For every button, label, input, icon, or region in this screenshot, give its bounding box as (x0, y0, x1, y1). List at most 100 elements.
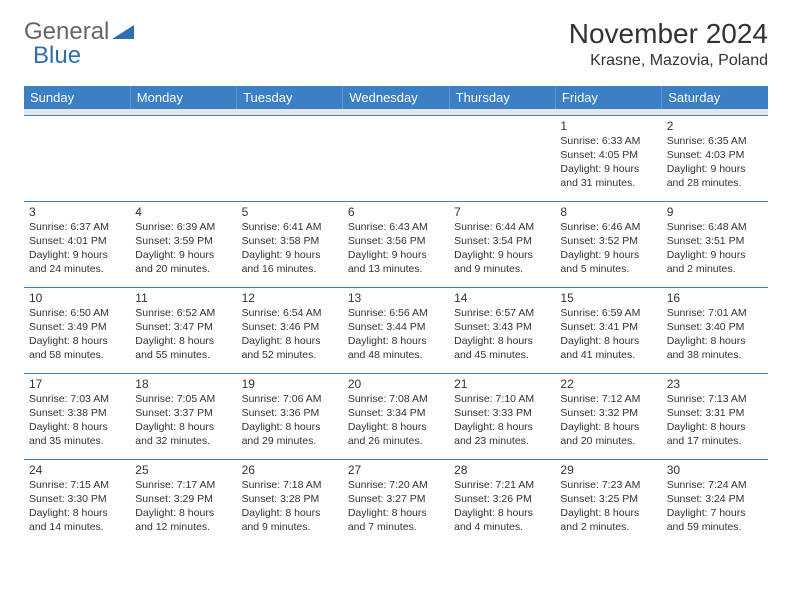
day-number: 9 (667, 205, 763, 219)
sunset: Sunset: 3:32 PM (560, 406, 656, 420)
sunrise: Sunrise: 7:21 AM (454, 478, 550, 492)
sunset: Sunset: 3:38 PM (29, 406, 125, 420)
day-info: Sunrise: 7:03 AMSunset: 3:38 PMDaylight:… (29, 392, 125, 449)
sunset: Sunset: 3:43 PM (454, 320, 550, 334)
day-number: 4 (135, 205, 231, 219)
daylight: Daylight: 8 hours and 45 minutes. (454, 334, 550, 362)
sunset: Sunset: 3:52 PM (560, 234, 656, 248)
sunrise: Sunrise: 7:13 AM (667, 392, 763, 406)
col-monday: Monday (130, 86, 236, 109)
day-info: Sunrise: 7:18 AMSunset: 3:28 PMDaylight:… (242, 478, 338, 535)
sunset: Sunset: 3:37 PM (135, 406, 231, 420)
daylight: Daylight: 8 hours and 7 minutes. (348, 506, 444, 534)
sunset: Sunset: 3:27 PM (348, 492, 444, 506)
sunset: Sunset: 3:26 PM (454, 492, 550, 506)
day-cell: 2Sunrise: 6:35 AMSunset: 4:03 PMDaylight… (662, 115, 768, 201)
logo-triangle-icon (112, 18, 134, 46)
day-number: 6 (348, 205, 444, 219)
sunrise: Sunrise: 7:23 AM (560, 478, 656, 492)
day-cell: 13Sunrise: 6:56 AMSunset: 3:44 PMDayligh… (343, 287, 449, 373)
day-info: Sunrise: 6:44 AMSunset: 3:54 PMDaylight:… (454, 220, 550, 277)
day-number: 15 (560, 291, 656, 305)
daylight: Daylight: 7 hours and 59 minutes. (667, 506, 763, 534)
sunset: Sunset: 3:47 PM (135, 320, 231, 334)
day-number: 26 (242, 463, 338, 477)
day-info: Sunrise: 6:52 AMSunset: 3:47 PMDaylight:… (135, 306, 231, 363)
day-info: Sunrise: 6:35 AMSunset: 4:03 PMDaylight:… (667, 134, 763, 191)
day-number: 5 (242, 205, 338, 219)
sunrise: Sunrise: 6:57 AM (454, 306, 550, 320)
daylight: Daylight: 9 hours and 5 minutes. (560, 248, 656, 276)
day-info: Sunrise: 6:57 AMSunset: 3:43 PMDaylight:… (454, 306, 550, 363)
header: General November 2024 Krasne, Mazovia, P… (24, 18, 768, 70)
col-wednesday: Wednesday (343, 86, 449, 109)
sunset: Sunset: 3:54 PM (454, 234, 550, 248)
sunrise: Sunrise: 7:12 AM (560, 392, 656, 406)
day-number: 30 (667, 463, 763, 477)
day-number: 20 (348, 377, 444, 391)
day-cell: 27Sunrise: 7:20 AMSunset: 3:27 PMDayligh… (343, 459, 449, 545)
week-row: 24Sunrise: 7:15 AMSunset: 3:30 PMDayligh… (24, 459, 768, 545)
day-cell: 24Sunrise: 7:15 AMSunset: 3:30 PMDayligh… (24, 459, 130, 545)
daylight: Daylight: 8 hours and 9 minutes. (242, 506, 338, 534)
day-info: Sunrise: 6:37 AMSunset: 4:01 PMDaylight:… (29, 220, 125, 277)
sunrise: Sunrise: 7:24 AM (667, 478, 763, 492)
calendar-table: Sunday Monday Tuesday Wednesday Thursday… (24, 86, 768, 545)
day-cell: 29Sunrise: 7:23 AMSunset: 3:25 PMDayligh… (555, 459, 661, 545)
day-cell: 23Sunrise: 7:13 AMSunset: 3:31 PMDayligh… (662, 373, 768, 459)
daylight: Daylight: 8 hours and 41 minutes. (560, 334, 656, 362)
logo-text-blue: Blue (33, 42, 81, 70)
daylight: Daylight: 8 hours and 32 minutes. (135, 420, 231, 448)
sunrise: Sunrise: 6:48 AM (667, 220, 763, 234)
day-cell: 10Sunrise: 6:50 AMSunset: 3:49 PMDayligh… (24, 287, 130, 373)
day-cell (343, 115, 449, 201)
daylight: Daylight: 8 hours and 12 minutes. (135, 506, 231, 534)
day-cell: 17Sunrise: 7:03 AMSunset: 3:38 PMDayligh… (24, 373, 130, 459)
day-info: Sunrise: 7:17 AMSunset: 3:29 PMDaylight:… (135, 478, 231, 535)
daylight: Daylight: 9 hours and 13 minutes. (348, 248, 444, 276)
day-number: 10 (29, 291, 125, 305)
day-number: 23 (667, 377, 763, 391)
day-info: Sunrise: 6:43 AMSunset: 3:56 PMDaylight:… (348, 220, 444, 277)
sunrise: Sunrise: 7:20 AM (348, 478, 444, 492)
daylight: Daylight: 8 hours and 23 minutes. (454, 420, 550, 448)
day-info: Sunrise: 7:06 AMSunset: 3:36 PMDaylight:… (242, 392, 338, 449)
day-info: Sunrise: 6:59 AMSunset: 3:41 PMDaylight:… (560, 306, 656, 363)
daylight: Daylight: 8 hours and 48 minutes. (348, 334, 444, 362)
sunset: Sunset: 3:34 PM (348, 406, 444, 420)
sunset: Sunset: 3:25 PM (560, 492, 656, 506)
sunset: Sunset: 3:40 PM (667, 320, 763, 334)
col-friday: Friday (555, 86, 661, 109)
sunset: Sunset: 4:01 PM (29, 234, 125, 248)
sunset: Sunset: 3:36 PM (242, 406, 338, 420)
sunset: Sunset: 3:30 PM (29, 492, 125, 506)
title-block: November 2024 Krasne, Mazovia, Poland (569, 18, 768, 70)
daylight: Daylight: 8 hours and 17 minutes. (667, 420, 763, 448)
day-info: Sunrise: 7:23 AMSunset: 3:25 PMDaylight:… (560, 478, 656, 535)
sunrise: Sunrise: 6:41 AM (242, 220, 338, 234)
location: Krasne, Mazovia, Poland (569, 52, 768, 70)
daylight: Daylight: 8 hours and 14 minutes. (29, 506, 125, 534)
sunrise: Sunrise: 7:06 AM (242, 392, 338, 406)
day-cell: 19Sunrise: 7:06 AMSunset: 3:36 PMDayligh… (237, 373, 343, 459)
day-number: 21 (454, 377, 550, 391)
daylight: Daylight: 8 hours and 29 minutes. (242, 420, 338, 448)
day-number: 7 (454, 205, 550, 219)
day-number: 28 (454, 463, 550, 477)
day-cell: 20Sunrise: 7:08 AMSunset: 3:34 PMDayligh… (343, 373, 449, 459)
daylight: Daylight: 8 hours and 26 minutes. (348, 420, 444, 448)
daylight: Daylight: 8 hours and 38 minutes. (667, 334, 763, 362)
day-cell: 30Sunrise: 7:24 AMSunset: 3:24 PMDayligh… (662, 459, 768, 545)
sunrise: Sunrise: 7:18 AM (242, 478, 338, 492)
sunrise: Sunrise: 6:43 AM (348, 220, 444, 234)
day-info: Sunrise: 6:41 AMSunset: 3:58 PMDaylight:… (242, 220, 338, 277)
day-cell: 14Sunrise: 6:57 AMSunset: 3:43 PMDayligh… (449, 287, 555, 373)
day-info: Sunrise: 6:48 AMSunset: 3:51 PMDaylight:… (667, 220, 763, 277)
day-header-row: Sunday Monday Tuesday Wednesday Thursday… (24, 86, 768, 109)
sunset: Sunset: 4:03 PM (667, 148, 763, 162)
sunrise: Sunrise: 7:05 AM (135, 392, 231, 406)
day-info: Sunrise: 6:50 AMSunset: 3:49 PMDaylight:… (29, 306, 125, 363)
month-title: November 2024 (569, 18, 768, 50)
sunrise: Sunrise: 6:44 AM (454, 220, 550, 234)
day-number: 18 (135, 377, 231, 391)
